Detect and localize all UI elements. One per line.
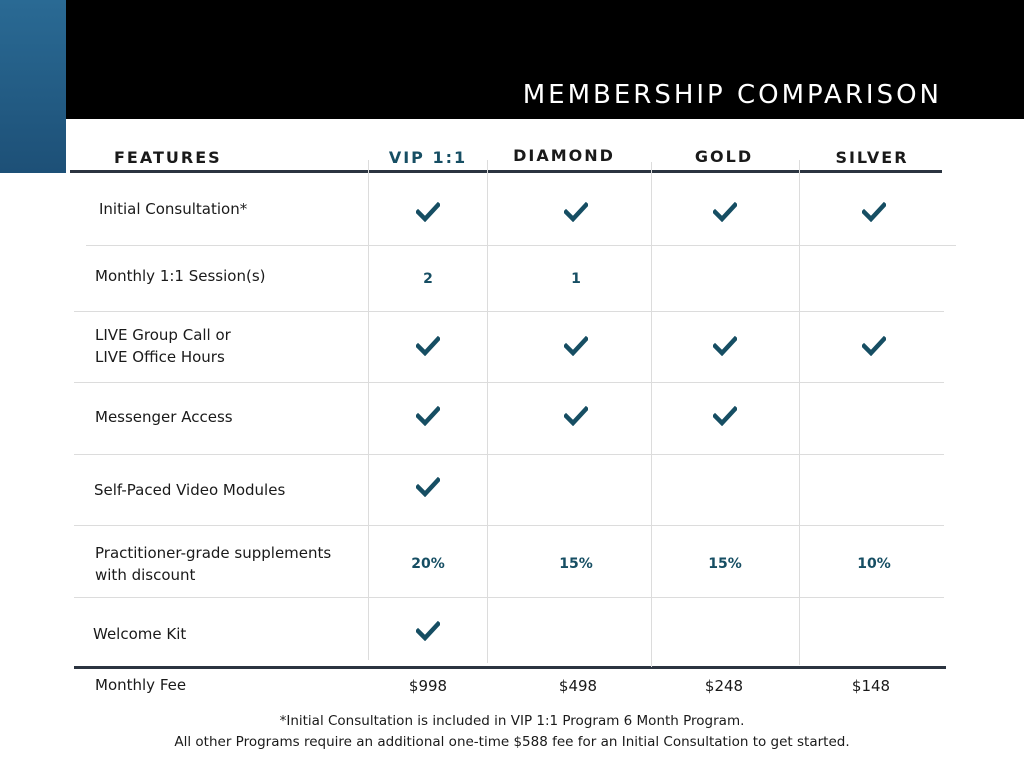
check-icon — [388, 475, 468, 499]
cell-value-vip: 2 — [423, 271, 433, 287]
row-divider — [74, 382, 944, 383]
row-divider — [74, 454, 944, 455]
row-label-supplements: Practitioner-grade supplements with disc… — [95, 542, 331, 586]
check-icon — [834, 334, 914, 358]
row-label-monthly-sessions: Monthly 1:1 Session(s) — [95, 267, 266, 285]
fee-gold: $248 — [704, 677, 744, 695]
cell-value-vip: 20% — [411, 556, 445, 572]
check-icon — [388, 404, 468, 428]
fee-diamond: $498 — [558, 677, 598, 695]
cell-value-diamond: 1 — [571, 271, 581, 287]
check-icon — [536, 334, 616, 358]
fee-label: Monthly Fee — [95, 676, 187, 694]
row-label-line: Practitioner-grade supplements — [95, 544, 332, 562]
row-divider — [74, 525, 944, 526]
row-label-initial-consultation: Initial Consultation* — [99, 200, 248, 218]
header-divider — [70, 170, 942, 173]
row-label-messenger-access: Messenger Access — [95, 408, 233, 426]
column-header-vip: VIP 1:1 — [388, 148, 468, 167]
column-divider — [368, 160, 369, 660]
row-label-live-group-call: LIVE Group Call or LIVE Office Hours — [95, 324, 231, 368]
row-label-line: with discount — [95, 566, 196, 584]
check-icon — [685, 200, 765, 224]
footer-divider — [74, 666, 946, 669]
row-label-line: LIVE Office Hours — [95, 348, 225, 366]
row-divider — [74, 597, 944, 598]
column-header-diamond: DIAMOND — [513, 146, 615, 165]
column-header-gold: GOLD — [694, 147, 754, 166]
row-divider — [86, 245, 956, 246]
check-icon — [685, 404, 765, 428]
check-icon — [388, 334, 468, 358]
column-header-features: FEATURES — [114, 148, 222, 167]
fee-silver: $148 — [851, 677, 891, 695]
column-divider — [799, 160, 800, 665]
page-title: MEMBERSHIP COMPARISON — [522, 80, 942, 110]
side-accent-block — [0, 0, 66, 173]
row-label-line: LIVE Group Call or — [95, 326, 231, 344]
column-divider — [651, 162, 652, 667]
header-bar — [66, 0, 1024, 119]
cell-value-gold: 15% — [708, 556, 742, 572]
footnote-line-1: *Initial Consultation is included in VIP… — [279, 713, 745, 729]
check-icon — [685, 334, 765, 358]
check-icon — [834, 200, 914, 224]
check-icon — [536, 200, 616, 224]
check-icon — [388, 200, 468, 224]
column-divider — [487, 160, 488, 663]
row-divider — [74, 311, 944, 312]
cell-value-diamond: 15% — [559, 556, 593, 572]
cell-value-silver: 10% — [857, 556, 891, 572]
column-header-silver: SILVER — [835, 148, 909, 167]
footnote-line-2: All other Programs require an additional… — [174, 734, 850, 750]
fee-vip: $998 — [408, 677, 448, 695]
check-icon — [388, 619, 468, 643]
row-label-video-modules: Self-Paced Video Modules — [94, 481, 286, 499]
row-label-welcome-kit: Welcome Kit — [93, 625, 187, 643]
check-icon — [536, 404, 616, 428]
